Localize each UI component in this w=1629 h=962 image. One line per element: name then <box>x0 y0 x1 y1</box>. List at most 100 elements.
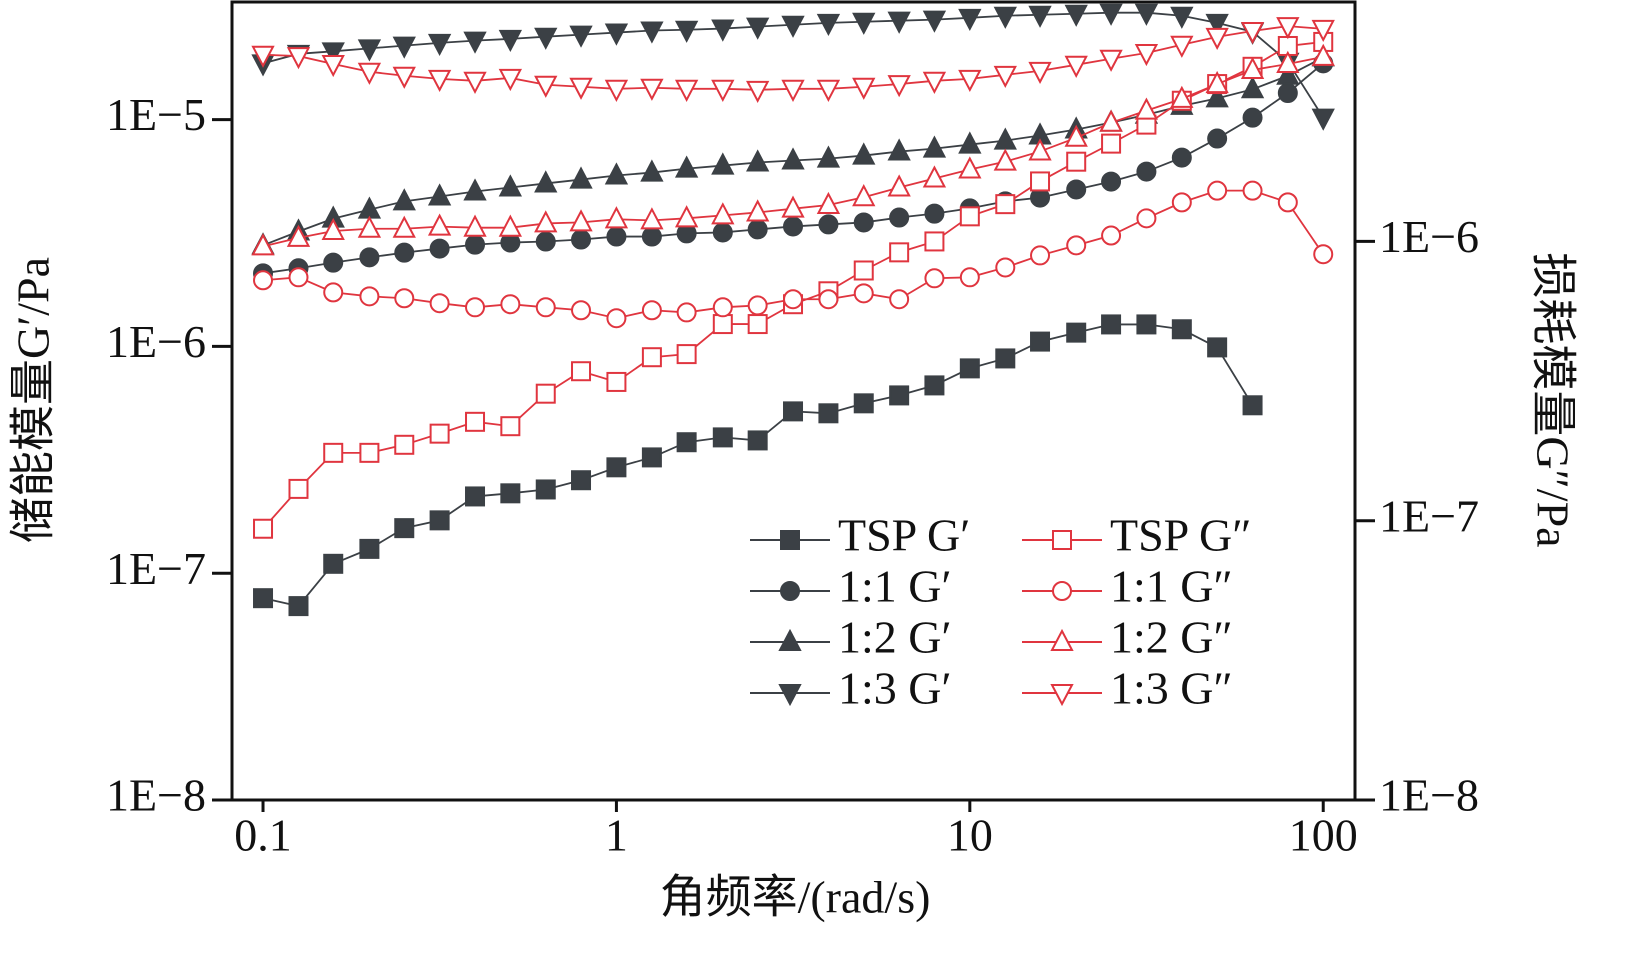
data-point <box>641 226 662 247</box>
y2-tick-label: 1E−7 <box>1379 490 1479 541</box>
data-point <box>1101 314 1122 335</box>
data-point <box>1242 180 1263 201</box>
data-point <box>427 69 452 93</box>
data-point <box>1028 5 1052 28</box>
y-tick-label: 1E−7 <box>106 543 206 594</box>
plot-frame <box>230 0 1357 802</box>
data-point <box>604 162 629 185</box>
data-point <box>463 71 487 94</box>
data-point <box>674 20 699 43</box>
data-point <box>427 213 452 236</box>
data-point <box>676 432 697 453</box>
data-point <box>1066 322 1087 343</box>
data-point <box>1205 13 1229 37</box>
data-point <box>1101 133 1122 154</box>
data-point <box>500 294 521 315</box>
data-point <box>924 268 945 289</box>
data-point <box>816 145 841 168</box>
data-point <box>253 518 274 539</box>
data-point <box>993 65 1017 88</box>
data-point <box>959 267 980 288</box>
data-point <box>465 486 486 507</box>
data-point <box>392 66 416 89</box>
data-point <box>286 47 311 70</box>
data-point <box>357 39 382 62</box>
data-point <box>1171 319 1192 340</box>
x-axis-label: 角频率/(rad/s) <box>660 872 931 923</box>
legend-label: 1:1 G″ <box>1110 561 1233 612</box>
data-point <box>959 206 980 227</box>
data-point <box>253 588 274 609</box>
data-point <box>818 289 839 310</box>
data-point <box>604 79 629 102</box>
data-point <box>606 226 627 247</box>
data-point <box>394 288 415 309</box>
data-point <box>1134 97 1159 120</box>
data-point <box>889 242 910 263</box>
data-point <box>498 29 523 52</box>
data-point <box>712 427 733 448</box>
data-point <box>394 434 415 455</box>
data-point <box>429 423 450 444</box>
legend-label: 1:2 G′ <box>838 612 952 663</box>
data-point <box>569 25 593 48</box>
x-tick-label: 10 <box>947 810 993 861</box>
data-point <box>1240 56 1265 80</box>
data-point <box>1028 138 1052 161</box>
data-point <box>1099 3 1123 26</box>
data-point <box>818 214 839 235</box>
data-point <box>993 148 1017 171</box>
data-point <box>995 194 1016 215</box>
data-point <box>500 483 521 504</box>
data-point <box>641 347 662 368</box>
data-point <box>1136 314 1157 335</box>
data-point <box>711 19 735 42</box>
data-point <box>1170 35 1194 58</box>
data-point <box>711 202 735 225</box>
legend-label: 1:2 G″ <box>1110 612 1233 663</box>
data-point <box>1064 55 1088 78</box>
data-point <box>1311 43 1335 66</box>
data-point <box>1205 85 1229 108</box>
y-tick-label: 1E−5 <box>106 89 206 140</box>
data-point <box>1064 4 1088 27</box>
data-point <box>746 17 770 40</box>
data-point <box>852 77 876 100</box>
y2-tick-label: 1E−8 <box>1379 770 1479 821</box>
data-point <box>852 142 876 165</box>
data-point <box>392 188 416 211</box>
data-point <box>535 383 556 404</box>
legend-label: TSP G″ <box>1110 510 1251 561</box>
data-point <box>958 69 982 93</box>
data-point <box>465 411 486 432</box>
data-point <box>853 212 874 233</box>
legend-label: 1:3 G″ <box>1110 663 1233 714</box>
data-point <box>1277 83 1298 104</box>
x-tick-label: 0.1 <box>234 810 292 861</box>
data-point <box>1136 208 1157 229</box>
data-point <box>604 23 629 46</box>
data-point <box>1134 3 1159 26</box>
data-point <box>783 216 804 237</box>
data-point <box>1311 108 1335 131</box>
data-point <box>569 166 593 189</box>
data-point <box>1030 331 1051 352</box>
data-point <box>535 297 556 318</box>
data-point <box>712 314 733 335</box>
data-point <box>922 71 947 94</box>
data-point <box>288 596 309 617</box>
data-point <box>606 457 627 478</box>
data-point <box>1205 70 1229 94</box>
data-point <box>569 77 593 100</box>
legend-label: 1:3 G′ <box>838 663 952 714</box>
x-tick-label: 100 <box>1289 810 1358 861</box>
data-point <box>1276 17 1300 40</box>
data-point <box>1028 61 1052 85</box>
data-point <box>958 131 982 154</box>
data-point <box>1313 244 1334 265</box>
legend-label: 1:1 G′ <box>838 561 952 612</box>
data-point <box>747 314 768 335</box>
legend-marker <box>1052 530 1072 550</box>
data-point <box>816 79 841 102</box>
data-point <box>924 375 945 396</box>
